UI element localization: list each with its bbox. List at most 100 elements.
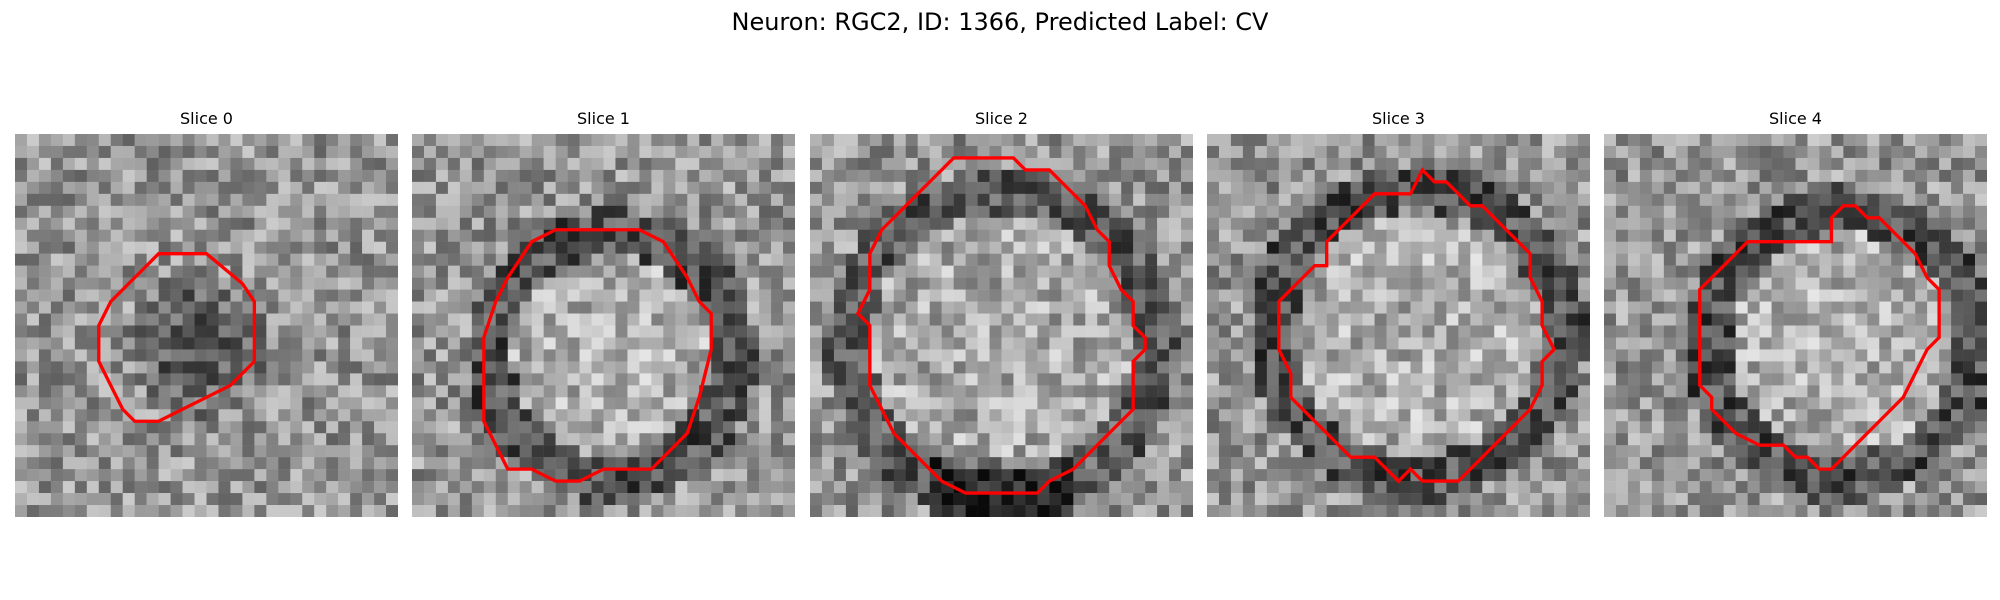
pixel (472, 290, 484, 302)
pixel (448, 218, 460, 230)
pixel (592, 254, 604, 266)
pixel (1975, 146, 1987, 158)
pixel (1434, 278, 1446, 290)
pixel (1819, 242, 1831, 254)
pixel (592, 290, 604, 302)
pixel (1013, 326, 1025, 338)
pixel (123, 170, 135, 182)
pixel (424, 206, 436, 218)
pixel (580, 409, 592, 421)
pixel (711, 433, 723, 445)
pixel (1772, 361, 1784, 373)
pixel (1939, 266, 1951, 278)
pixel (1255, 254, 1267, 266)
pixel (412, 218, 424, 230)
pixel (1616, 349, 1628, 361)
pixel (1387, 326, 1399, 338)
pixel (1399, 158, 1411, 170)
pixel (1891, 206, 1903, 218)
pixel (472, 230, 484, 242)
pixel (1231, 302, 1243, 314)
pixel (687, 182, 699, 194)
pixel (27, 397, 39, 409)
pixel (1375, 134, 1387, 146)
pixel (302, 170, 314, 182)
pixel (1363, 158, 1375, 170)
pixel (1303, 397, 1315, 409)
pixel (1542, 361, 1554, 373)
pixel (759, 409, 771, 421)
pixel (1807, 290, 1819, 302)
pixel (918, 481, 930, 493)
pixel (1422, 481, 1434, 493)
pixel (1652, 373, 1664, 385)
pixel (1796, 409, 1808, 421)
pixel (314, 266, 326, 278)
pixel (1181, 493, 1193, 505)
pixel (1279, 134, 1291, 146)
pixel (15, 385, 27, 397)
pixel (1652, 266, 1664, 278)
pixel (592, 481, 604, 493)
pixel (1049, 337, 1061, 349)
pixel (747, 158, 759, 170)
pixel (1434, 254, 1446, 266)
pixel (1482, 170, 1494, 182)
pixel (894, 385, 906, 397)
pixel (27, 433, 39, 445)
pixel (1315, 445, 1327, 457)
pixel (966, 421, 978, 433)
pixel (1903, 290, 1915, 302)
pixel (568, 433, 580, 445)
pixel (472, 134, 484, 146)
pixel (894, 170, 906, 182)
pixel (966, 254, 978, 266)
pixel (663, 230, 675, 242)
pixel (1664, 266, 1676, 278)
pixel (1578, 457, 1590, 469)
pixel (870, 469, 882, 481)
pixel (663, 481, 675, 493)
pixel (1604, 337, 1616, 349)
pixel (604, 493, 616, 505)
pixel (954, 134, 966, 146)
pixel (436, 409, 448, 421)
pixel (1243, 230, 1255, 242)
pixel (520, 134, 532, 146)
pixel (870, 493, 882, 505)
pixel (39, 194, 51, 206)
pixel (675, 194, 687, 206)
pixel (290, 469, 302, 481)
pixel (834, 373, 846, 385)
pixel (1434, 326, 1446, 338)
pixel (532, 493, 544, 505)
pixel (882, 361, 894, 373)
pixel (627, 409, 639, 421)
pixel (374, 170, 386, 182)
pixel (496, 409, 508, 421)
pixel (1494, 314, 1506, 326)
pixel (362, 314, 374, 326)
pixel (1616, 397, 1628, 409)
pixel (699, 397, 711, 409)
pixel (1855, 314, 1867, 326)
pixel (1578, 182, 1590, 194)
pixel (1410, 409, 1422, 421)
pixel (1255, 194, 1267, 206)
pixel (870, 170, 882, 182)
pixel (532, 170, 544, 182)
pixel (723, 254, 735, 266)
pixel (1652, 218, 1664, 230)
pixel (1327, 218, 1339, 230)
pixel (1351, 146, 1363, 158)
pixel (338, 397, 350, 409)
pixel (302, 146, 314, 158)
pixel (1470, 337, 1482, 349)
pixel (1434, 481, 1446, 493)
pixel (978, 158, 990, 170)
pixel (834, 206, 846, 218)
pixel (954, 266, 966, 278)
pixel (1037, 505, 1049, 517)
pixel (1748, 373, 1760, 385)
pixel (1963, 170, 1975, 182)
